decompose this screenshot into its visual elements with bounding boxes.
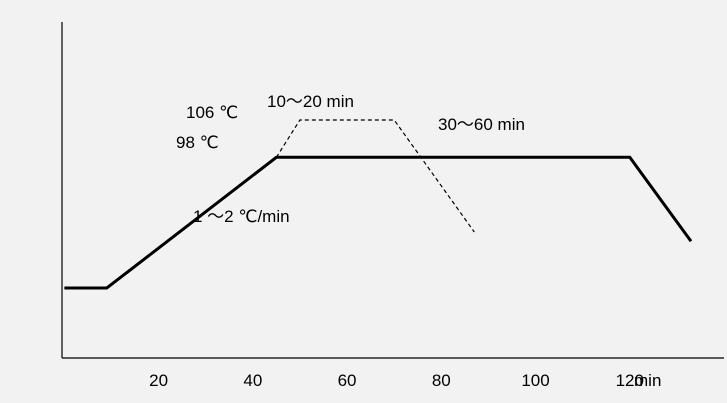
x-tick-label-120: 120 <box>616 371 644 390</box>
x-tick-label-80: 80 <box>432 371 451 390</box>
annotation-hold-long: 30～60 min <box>438 115 525 134</box>
series-layer <box>64 119 693 290</box>
x-tick-label-20: 20 <box>149 371 168 390</box>
x-tick-labels: 20 40 60 80 100 120 <box>149 371 644 390</box>
annotation-hold-short: 10～20 min <box>267 92 354 111</box>
x-axis-unit-label: min <box>634 371 661 390</box>
x-tick-label-100: 100 <box>521 371 549 390</box>
annotation-106c: 106 ℃ <box>186 103 238 122</box>
annotation-98c: 98 ℃ <box>176 133 219 152</box>
annotation-ramp-rate: 1 ～2 ℃/min <box>193 207 290 226</box>
x-tick-label-40: 40 <box>243 371 262 390</box>
series-dashed-line <box>275 119 475 233</box>
x-tick-label-60: 60 <box>338 371 357 390</box>
